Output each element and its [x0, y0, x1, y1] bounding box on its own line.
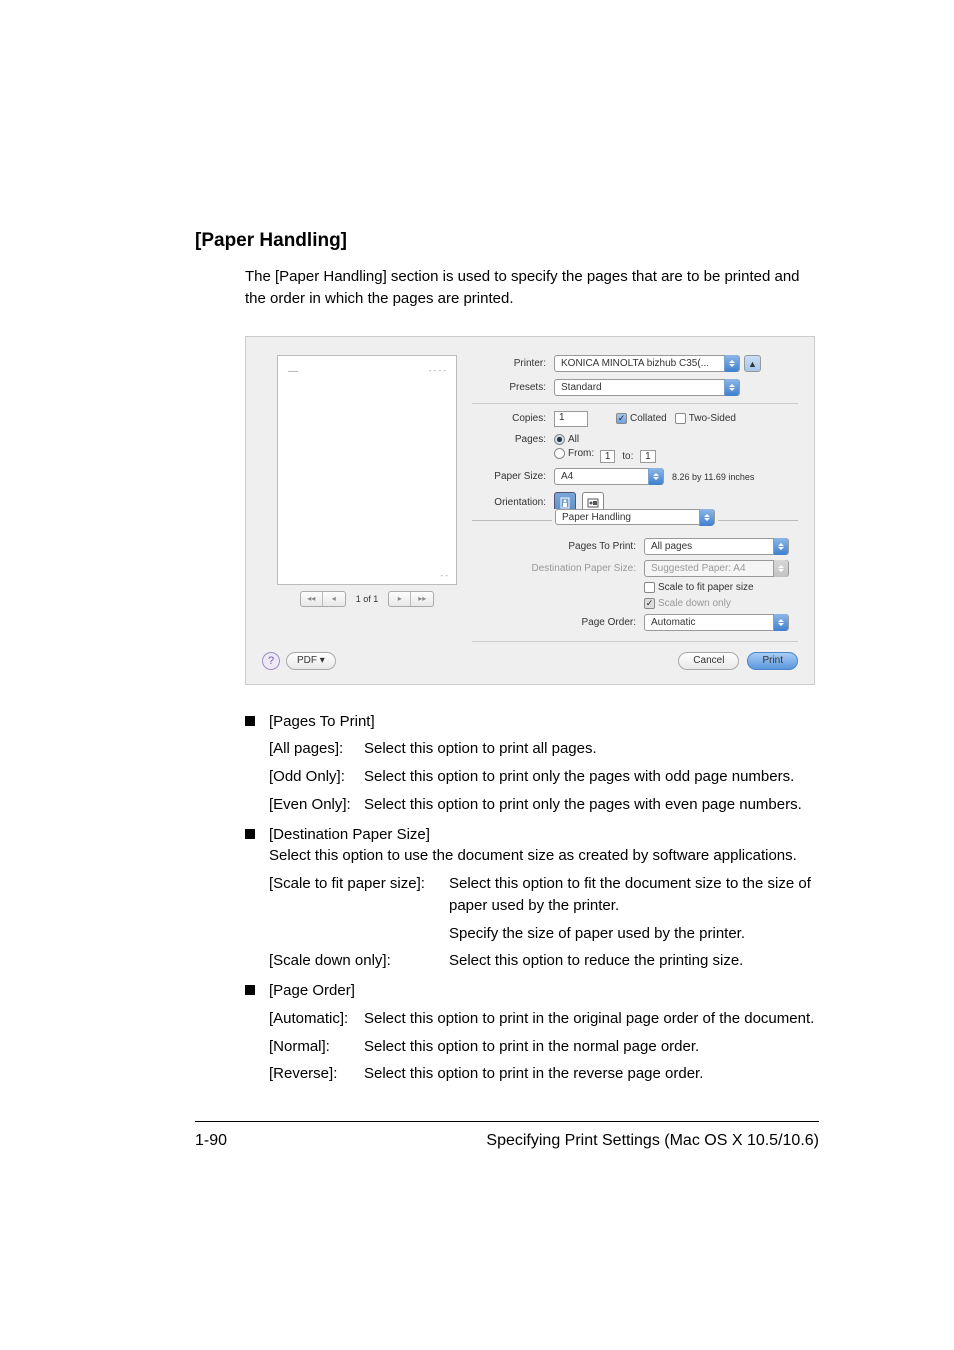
cancel-button[interactable]: Cancel	[678, 652, 739, 670]
opt-automatic-val: Select this option to print in the origi…	[364, 1008, 819, 1030]
opt-scale-fit-val2: Specify the size of paper used by the pr…	[449, 923, 819, 945]
pages-from-radio[interactable]: From:	[554, 448, 594, 459]
preview-pane: — - - - - - -	[277, 355, 457, 585]
dest-paper-size-select: Suggested Paper: A4	[644, 560, 789, 577]
paper-size-select[interactable]: A4	[554, 468, 664, 485]
pages-from-input[interactable]: 1	[600, 450, 616, 463]
pages-to-print-select[interactable]: All pages	[644, 538, 789, 555]
dest-paper-size-label: Destination Paper Size:	[472, 563, 644, 574]
copies-label: Copies:	[472, 413, 554, 424]
paper-dims: 8.26 by 11.69 inches	[672, 472, 754, 482]
opt-normal-val: Select this option to print in the norma…	[364, 1036, 819, 1058]
printer-select[interactable]: KONICA MINOLTA bizhub C35(...	[554, 355, 740, 372]
pager-first-icon[interactable]: ◂◂	[301, 592, 323, 606]
scale-down-only-checkbox: Scale down only	[644, 598, 731, 609]
two-sided-checkbox[interactable]: Two-Sided	[675, 413, 736, 424]
pages-to-input[interactable]: 1	[640, 450, 656, 463]
collated-checkbox[interactable]: Collated	[616, 413, 667, 424]
orientation-label: Orientation:	[472, 497, 554, 508]
opt-all-pages-key: [All pages]:	[269, 738, 364, 760]
opt-odd-only-val: Select this option to print only the pag…	[364, 766, 819, 788]
printer-label: Printer:	[472, 358, 554, 369]
paper-size-label: Paper Size:	[472, 471, 554, 482]
opt-odd-only-key: [Odd Only]:	[269, 766, 364, 788]
opt-all-pages-val: Select this option to print all pages.	[364, 738, 819, 760]
pdf-button[interactable]: PDF ▾	[286, 652, 336, 670]
pages-to-print-label: Pages To Print:	[472, 541, 644, 552]
bullet-dest-paper-size: [Destination Paper Size] Select this opt…	[245, 824, 819, 868]
pages-label: Pages:	[472, 434, 554, 445]
page-order-select[interactable]: Automatic	[644, 614, 789, 631]
section-title: [Paper Handling]	[195, 230, 819, 252]
intro-text: The [Paper Handling] section is used to …	[245, 266, 819, 310]
bullet-pages-to-print: [Pages To Print]	[245, 711, 819, 733]
opt-scale-down-val: Select this option to reduce the printin…	[449, 950, 819, 972]
pager-label: 1 of 1	[356, 594, 379, 604]
presets-label: Presets:	[472, 382, 554, 393]
presets-select[interactable]: Standard	[554, 379, 740, 396]
collapse-button[interactable]: ▲	[744, 355, 761, 372]
print-dialog: — - - - - - - ◂◂ ◂ 1 of 1 ▸ ▸▸	[245, 336, 815, 685]
opt-even-only-val: Select this option to print only the pag…	[364, 794, 819, 816]
page-order-label: Page Order:	[472, 617, 644, 628]
footer-title: Specifying Print Settings (Mac OS X 10.5…	[486, 1132, 819, 1150]
opt-reverse-key: [Reverse]:	[269, 1063, 364, 1085]
opt-reverse-val: Select this option to print in the rever…	[364, 1063, 819, 1085]
opt-even-only-key: [Even Only]:	[269, 794, 364, 816]
bullet-page-order: [Page Order]	[245, 980, 819, 1002]
help-icon[interactable]: ?	[262, 652, 280, 670]
opt-scale-fit-val: Select this option to fit the document s…	[449, 873, 819, 917]
print-button[interactable]: Print	[747, 652, 798, 670]
scale-to-fit-checkbox[interactable]: Scale to fit paper size	[644, 582, 754, 593]
page-number: 1-90	[195, 1132, 227, 1150]
section-select[interactable]: Paper Handling	[555, 509, 715, 525]
opt-scale-fit-key: [Scale to fit paper size]:	[269, 873, 449, 917]
dest-paper-size-desc: Select this option to use the document s…	[269, 847, 797, 864]
pager-prev-icon[interactable]: ◂	[323, 592, 345, 606]
pages-to-label: to:	[622, 451, 633, 462]
pager-last-icon[interactable]: ▸▸	[411, 592, 433, 606]
opt-normal-key: [Normal]:	[269, 1036, 364, 1058]
opt-automatic-key: [Automatic]:	[269, 1008, 364, 1030]
opt-scale-down-key: [Scale down only]:	[269, 950, 449, 972]
copies-input[interactable]: 1	[554, 411, 588, 427]
pager-next-icon[interactable]: ▸	[389, 592, 411, 606]
pages-all-radio[interactable]: All	[554, 434, 579, 445]
preview-pager: ◂◂ ◂ 1 of 1 ▸ ▸▸	[262, 591, 472, 607]
